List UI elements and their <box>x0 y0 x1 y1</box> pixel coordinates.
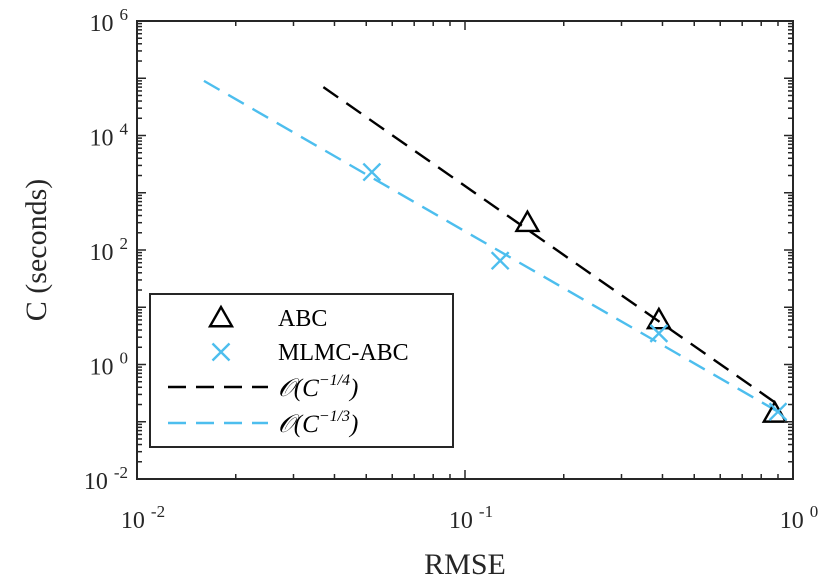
legend-label: 𝒪(C−1/4) <box>278 372 358 402</box>
x-tick-label: 10 -1 <box>449 502 493 534</box>
series-layer <box>203 79 788 423</box>
x-tick-label: 10 -2 <box>121 502 165 534</box>
legend-mlmc-abc-symbol <box>211 342 231 362</box>
y-tick-label: 10 6 <box>90 5 129 37</box>
abc-marker <box>645 306 672 330</box>
x-tick-label: 10 0 <box>780 502 819 534</box>
abc-marker <box>761 399 788 423</box>
y-tick-label: 10 0 <box>90 349 129 381</box>
mlmc-abc-marker <box>362 162 382 182</box>
x-axis-title: RMSE <box>424 548 506 580</box>
legend-abc-symbol <box>207 304 235 328</box>
legend-label: ABC <box>278 306 327 332</box>
legend-label: 𝒪(C−1/3) <box>278 408 358 438</box>
mlmc-abc-marker <box>649 324 669 343</box>
series-line <box>322 86 779 406</box>
abc-marker <box>514 209 541 233</box>
y-tick-label: 10 4 <box>90 120 129 152</box>
legend-label: MLMC-ABC <box>278 340 409 366</box>
legend-box <box>149 293 454 448</box>
legend: ABC MLMC-ABC 𝒪(C−1/4) 𝒪(C−1/3) <box>149 293 454 448</box>
y-tick-label: 10 2 <box>90 234 129 266</box>
y-tick-label: 10 -2 <box>84 463 128 495</box>
mlmc-abc-marker <box>490 251 510 271</box>
y-axis-title: C (seconds) <box>20 179 53 321</box>
plot-frame <box>136 20 794 480</box>
mlmc-abc-marker <box>768 402 788 422</box>
